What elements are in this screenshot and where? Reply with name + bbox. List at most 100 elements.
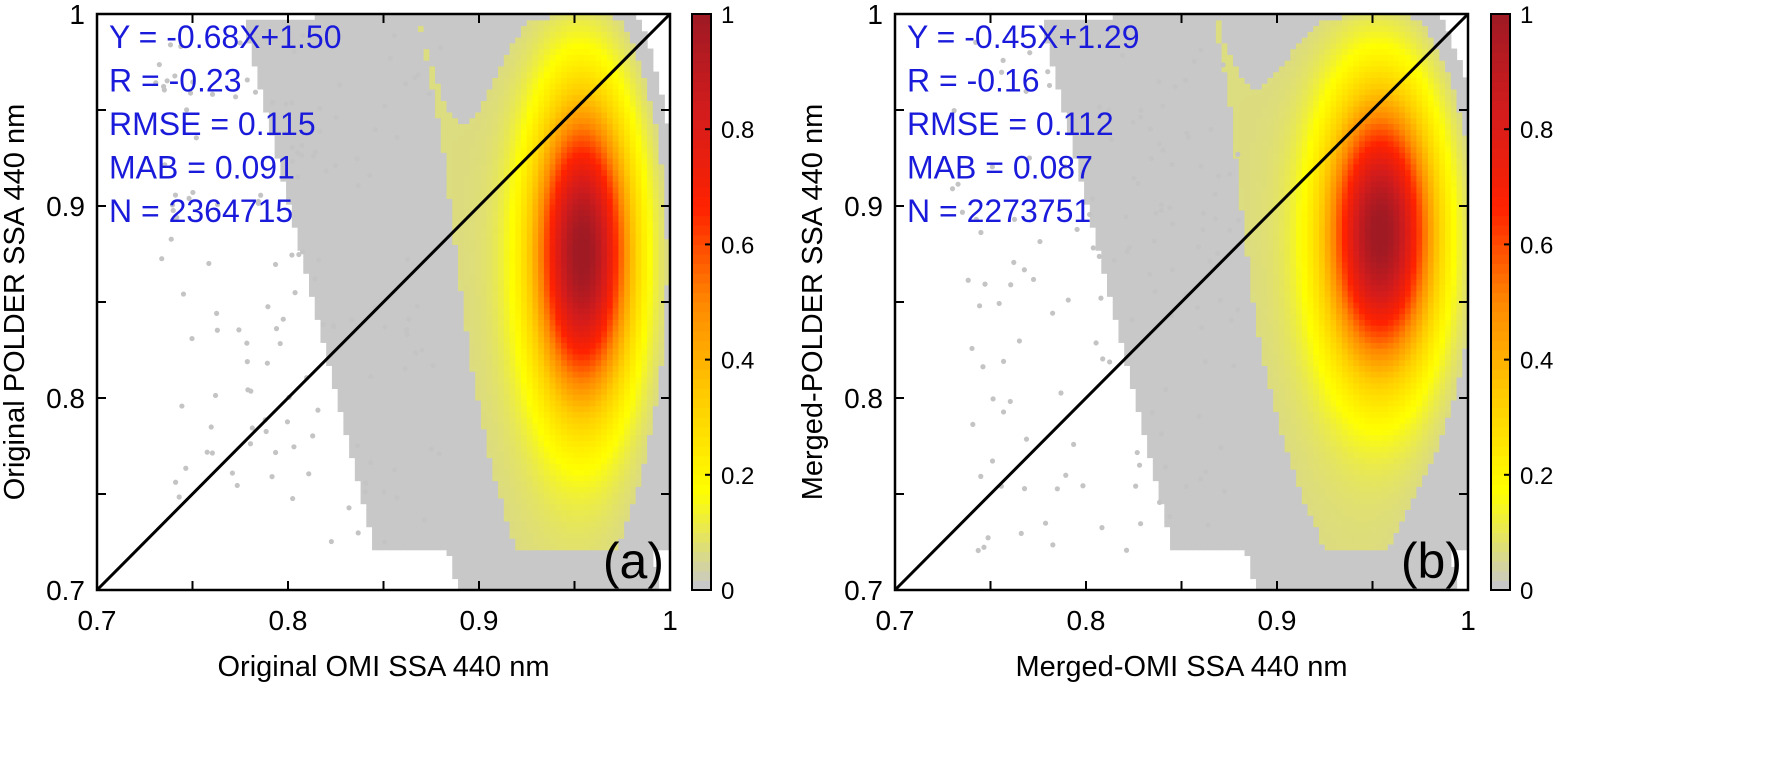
density-cell bbox=[526, 25, 534, 32]
density-cell bbox=[509, 411, 516, 418]
density-cell bbox=[589, 123, 597, 130]
density-cell bbox=[303, 146, 310, 153]
density-cell bbox=[549, 284, 556, 292]
density-cell bbox=[412, 434, 419, 441]
density-cell bbox=[566, 382, 574, 389]
density-cell bbox=[526, 388, 534, 395]
density-cell bbox=[486, 37, 493, 44]
density-cell bbox=[538, 186, 545, 194]
density-cell bbox=[366, 509, 373, 516]
density-cell bbox=[503, 336, 511, 343]
density-cell bbox=[400, 238, 408, 245]
density-cell bbox=[354, 244, 362, 251]
density-cell bbox=[503, 434, 511, 441]
density-cell bbox=[349, 54, 356, 61]
density-cell bbox=[498, 538, 505, 545]
density-cell bbox=[521, 446, 528, 453]
density-cell bbox=[291, 88, 299, 96]
density-cell bbox=[383, 42, 390, 50]
density-cell bbox=[354, 42, 362, 50]
density-cell bbox=[360, 388, 367, 395]
density-cell bbox=[526, 37, 534, 44]
density-cell bbox=[366, 267, 373, 274]
density-cell bbox=[320, 71, 327, 78]
density-cell bbox=[372, 382, 379, 389]
density-cell bbox=[457, 399, 465, 407]
density-cell bbox=[457, 561, 465, 568]
density-cell bbox=[452, 509, 459, 516]
density-cell bbox=[486, 158, 493, 165]
density-cell bbox=[572, 348, 579, 355]
density-cell bbox=[498, 100, 505, 107]
density-cell bbox=[366, 451, 373, 459]
density-cell bbox=[498, 209, 505, 217]
density-cell bbox=[463, 290, 471, 297]
density-cell bbox=[337, 227, 344, 234]
density-cell bbox=[469, 290, 476, 297]
density-cell bbox=[303, 88, 310, 96]
density-cell bbox=[549, 48, 556, 55]
density-cell bbox=[509, 123, 516, 130]
density-cell bbox=[440, 359, 448, 366]
density-cell bbox=[406, 198, 413, 205]
density-cell bbox=[521, 146, 528, 153]
density-cell bbox=[440, 330, 448, 338]
density-cell bbox=[566, 140, 574, 148]
density-cell bbox=[480, 261, 488, 269]
density-cell bbox=[492, 342, 499, 349]
density-cell bbox=[538, 440, 545, 447]
density-cell bbox=[394, 181, 402, 188]
density-cell bbox=[601, 538, 608, 545]
density-cell bbox=[366, 405, 373, 413]
density-cell bbox=[480, 284, 488, 292]
density-cell bbox=[601, 509, 608, 516]
density-cell bbox=[469, 405, 476, 413]
density-cell bbox=[578, 302, 585, 309]
density-cell bbox=[509, 181, 516, 188]
density-cell bbox=[469, 365, 476, 372]
density-cell bbox=[263, 106, 270, 113]
density-cell bbox=[492, 480, 499, 487]
density-cell bbox=[406, 100, 413, 107]
density-cell bbox=[435, 497, 442, 505]
density-cell bbox=[423, 376, 430, 384]
density-cell bbox=[555, 284, 562, 292]
density-cell bbox=[572, 520, 579, 528]
density-cell bbox=[280, 152, 287, 159]
density-cell bbox=[377, 330, 385, 338]
density-cell bbox=[337, 330, 344, 338]
density-cell bbox=[532, 140, 539, 148]
density-cell bbox=[360, 422, 367, 430]
density-cell bbox=[354, 463, 362, 470]
density-cell bbox=[475, 238, 482, 245]
density-cell bbox=[377, 83, 385, 90]
density-cell bbox=[555, 382, 562, 389]
density-cell bbox=[400, 526, 408, 533]
density-cell bbox=[452, 42, 459, 50]
density-cell bbox=[463, 566, 471, 574]
density-cell bbox=[555, 543, 562, 551]
density-cell bbox=[463, 469, 471, 476]
density-cell bbox=[394, 526, 402, 533]
density-cell bbox=[538, 428, 545, 436]
density-cell bbox=[406, 94, 413, 101]
density-cell bbox=[475, 388, 482, 395]
density-cell bbox=[400, 463, 408, 470]
density-cell bbox=[412, 503, 419, 510]
density-cell bbox=[423, 71, 430, 78]
density-cell bbox=[349, 238, 356, 245]
density-cell bbox=[463, 399, 471, 407]
density-cell bbox=[360, 353, 367, 361]
density-cell bbox=[417, 267, 425, 274]
density-cell bbox=[417, 123, 425, 130]
density-cell bbox=[595, 186, 602, 194]
density-cell bbox=[503, 134, 511, 142]
density-cell bbox=[578, 411, 585, 418]
density-cell bbox=[532, 538, 539, 545]
density-cell bbox=[538, 244, 545, 251]
density-cell bbox=[337, 71, 344, 78]
density-cell bbox=[480, 129, 488, 136]
density-cell bbox=[555, 227, 562, 234]
density-cell bbox=[314, 14, 322, 21]
density-cell bbox=[566, 336, 574, 343]
